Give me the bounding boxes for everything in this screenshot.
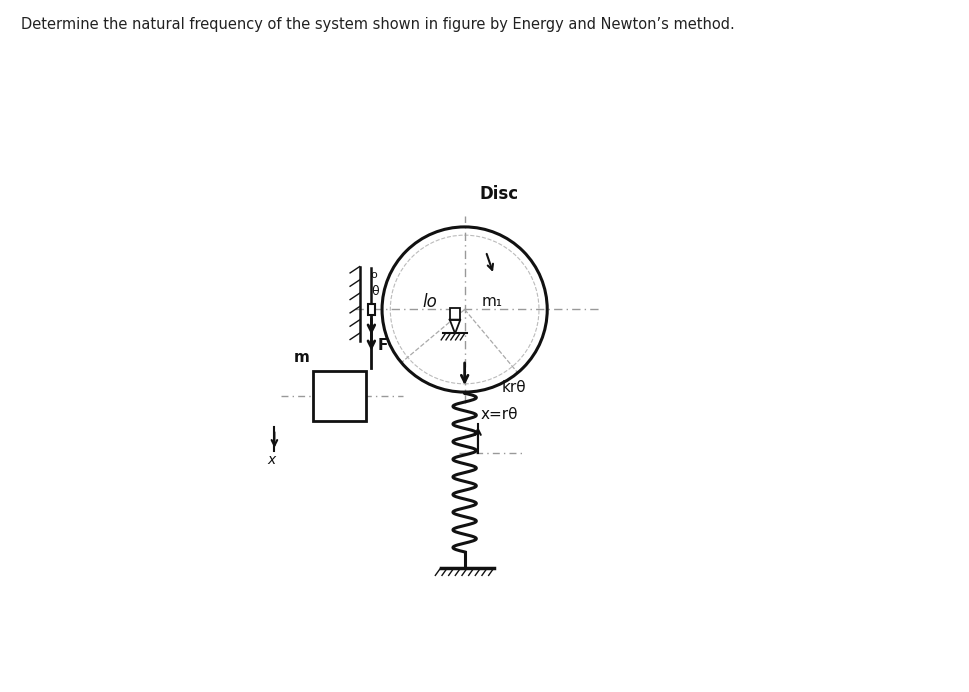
Text: Determine the natural frequency of the system shown in figure by Energy and Newt: Determine the natural frequency of the s…	[21, 17, 735, 33]
Text: θ: θ	[371, 285, 379, 298]
Bar	[450, 308, 460, 320]
Text: Disc: Disc	[480, 185, 518, 203]
Text: m₁: m₁	[482, 294, 503, 309]
Bar	[368, 304, 375, 315]
Polygon shape	[450, 320, 460, 334]
Text: krθ: krθ	[502, 380, 526, 395]
Text: F: F	[378, 338, 389, 353]
Text: m: m	[295, 350, 310, 365]
Text: x=rθ: x=rθ	[481, 406, 518, 421]
Bar	[313, 371, 366, 421]
Text: o: o	[371, 270, 378, 280]
Text: x: x	[267, 453, 276, 467]
Text: lo: lo	[422, 293, 437, 311]
